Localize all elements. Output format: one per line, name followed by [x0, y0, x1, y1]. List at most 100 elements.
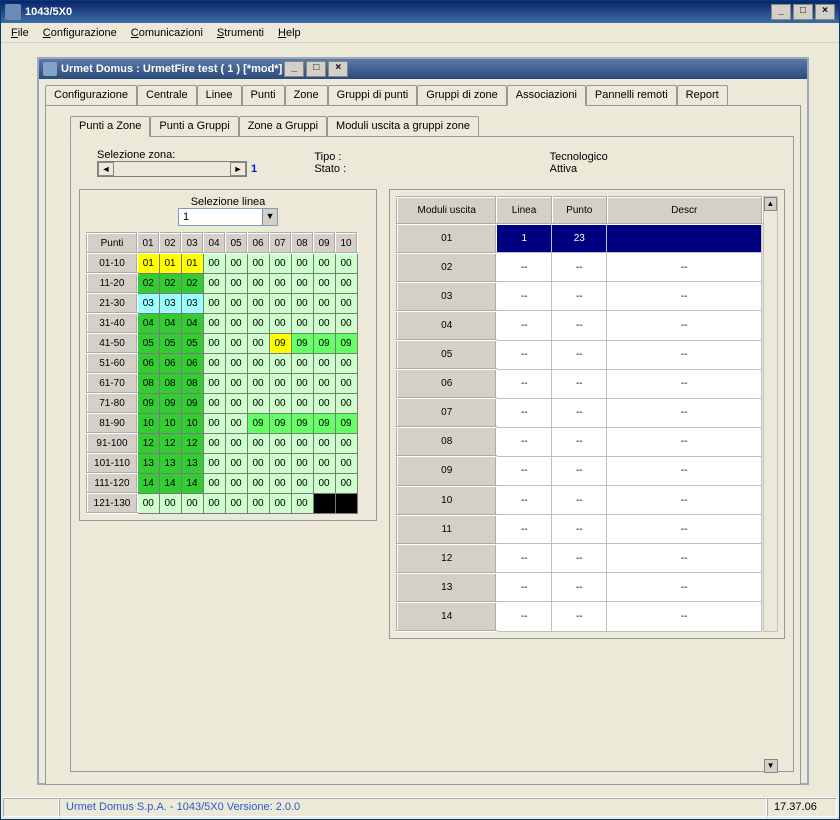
grid-cell[interactable]: 00	[181, 493, 203, 513]
mdi-maximize-button[interactable]: □	[306, 61, 326, 77]
rtab-col-punto[interactable]: Punto	[552, 197, 607, 224]
grid-cell[interactable]: 02	[159, 273, 181, 293]
grid-cell[interactable]: 00	[291, 453, 313, 473]
grid-cell[interactable]: 00	[225, 273, 247, 293]
grid-cell[interactable]: 00	[313, 253, 335, 273]
titlebar[interactable]: 1043/5X0 _ □ ×	[1, 1, 839, 23]
grid-cell[interactable]: 08	[137, 373, 159, 393]
grid-cell[interactable]: 00	[203, 273, 225, 293]
menu-help[interactable]: Help	[272, 25, 307, 41]
rtab-rowhdr[interactable]: 14	[397, 602, 496, 631]
rtab-cell[interactable]: --	[496, 573, 551, 602]
grid-cell[interactable]: 00	[313, 273, 335, 293]
rtab-cell[interactable]: --	[496, 311, 551, 340]
grid-cell[interactable]: 00	[335, 293, 357, 313]
grid-cell[interactable]: 00	[335, 253, 357, 273]
grid-cell[interactable]: 00	[291, 293, 313, 313]
rtab-cell[interactable]: --	[552, 602, 607, 631]
grid-cell[interactable]: 09	[313, 413, 335, 433]
grid-cell[interactable]: 09	[335, 413, 357, 433]
rtab-rowhdr[interactable]: 10	[397, 486, 496, 515]
grid-cell[interactable]: 00	[225, 333, 247, 353]
tab-gruppi-di-zone[interactable]: Gruppi di zone	[417, 85, 507, 105]
rtab-cell[interactable]: --	[552, 573, 607, 602]
zone-scroll[interactable]: ◄ ►	[97, 161, 247, 177]
grid-cell[interactable]: 00	[203, 473, 225, 493]
grid-cell[interactable]: 00	[269, 253, 291, 273]
grid-cell[interactable]: 10	[181, 413, 203, 433]
rtab-cell[interactable]: --	[552, 253, 607, 282]
zone-right-arrow-icon[interactable]: ►	[230, 162, 246, 176]
grid-cell[interactable]: 05	[181, 333, 203, 353]
rtab-col-moduli-uscita[interactable]: Moduli uscita	[397, 197, 496, 224]
rtab-cell[interactable]: --	[552, 369, 607, 398]
grid-cell[interactable]: 01	[159, 253, 181, 273]
grid-cell[interactable]: 00	[247, 253, 269, 273]
grid-cell[interactable]	[335, 493, 357, 513]
grid-cell[interactable]: 00	[335, 433, 357, 453]
rtab-cell[interactable]: --	[552, 486, 607, 515]
grid-cell[interactable]: 00	[335, 353, 357, 373]
rtab-cell[interactable]: --	[607, 398, 762, 427]
grid-cell[interactable]: 00	[247, 393, 269, 413]
grid-cell[interactable]: 13	[137, 453, 159, 473]
grid-cell[interactable]: 00	[313, 453, 335, 473]
rtab-cell[interactable]: --	[552, 340, 607, 369]
grid-cell[interactable]: 06	[181, 353, 203, 373]
mdi-minimize-button[interactable]: _	[284, 61, 304, 77]
grid-cell[interactable]: 00	[291, 493, 313, 513]
grid-cell[interactable]: 00	[291, 373, 313, 393]
grid-cell[interactable]: 00	[291, 473, 313, 493]
grid-cell[interactable]: 00	[225, 453, 247, 473]
grid-cell[interactable]: 00	[313, 393, 335, 413]
grid-row-81-90[interactable]: 81-90	[87, 413, 137, 433]
rtab-cell[interactable]: --	[496, 253, 551, 282]
grid-cell[interactable]: 04	[159, 313, 181, 333]
rtab-cell[interactable]: --	[607, 456, 762, 485]
rtab-cell[interactable]: --	[496, 427, 551, 456]
tab-zone[interactable]: Zone	[285, 85, 328, 105]
grid-row-11-20[interactable]: 11-20	[87, 273, 137, 293]
grid-cell[interactable]: 01	[181, 253, 203, 273]
grid-cell[interactable]: 00	[225, 493, 247, 513]
tab-linee[interactable]: Linee	[197, 85, 242, 105]
grid-cell[interactable]: 00	[247, 313, 269, 333]
grid-row-91-100[interactable]: 91-100	[87, 433, 137, 453]
grid-row-51-60[interactable]: 51-60	[87, 353, 137, 373]
grid-cell[interactable]: 00	[203, 493, 225, 513]
grid-cell[interactable]: 00	[291, 393, 313, 413]
grid-cell[interactable]: 00	[269, 273, 291, 293]
grid-cell[interactable]: 10	[137, 413, 159, 433]
grid-cell[interactable]: 12	[181, 433, 203, 453]
grid-cell[interactable]: 09	[247, 413, 269, 433]
grid-cell[interactable]: 00	[291, 313, 313, 333]
rtab-cell[interactable]: --	[496, 340, 551, 369]
rtab-col-descr[interactable]: Descr	[607, 197, 762, 224]
rtab-cell[interactable]: --	[607, 427, 762, 456]
tab-pannelli-remoti[interactable]: Pannelli remoti	[586, 85, 677, 105]
grid-cell[interactable]: 00	[335, 393, 357, 413]
grid-cell[interactable]: 06	[137, 353, 159, 373]
grid-row-101-110[interactable]: 101-110	[87, 453, 137, 473]
chevron-down-icon[interactable]: ▼	[262, 209, 277, 225]
grid-row-01-10[interactable]: 01-10	[87, 253, 137, 273]
tab-gruppi-di-punti[interactable]: Gruppi di punti	[328, 85, 418, 105]
grid-cell[interactable]: 00	[247, 473, 269, 493]
grid-cell[interactable]: 00	[203, 293, 225, 313]
grid-cell[interactable]: 00	[269, 373, 291, 393]
grid-cell[interactable]: 00	[269, 393, 291, 413]
rtab-rowhdr[interactable]: 09	[397, 456, 496, 485]
grid-cell[interactable]: 00	[335, 373, 357, 393]
rtab-cell[interactable]: --	[607, 486, 762, 515]
mdi-close-button[interactable]: ×	[328, 61, 348, 77]
grid-cell[interactable]: 10	[159, 413, 181, 433]
tab-report[interactable]: Report	[677, 85, 728, 105]
grid-cell[interactable]: 01	[137, 253, 159, 273]
grid-cell[interactable]: 09	[313, 333, 335, 353]
grid-col-09[interactable]: 09	[313, 233, 335, 253]
grid-cell[interactable]: 00	[203, 393, 225, 413]
grid-cell[interactable]: 09	[269, 333, 291, 353]
tab-centrale[interactable]: Centrale	[137, 85, 197, 105]
rtab-rowhdr[interactable]: 07	[397, 398, 496, 427]
grid-col-02[interactable]: 02	[159, 233, 181, 253]
